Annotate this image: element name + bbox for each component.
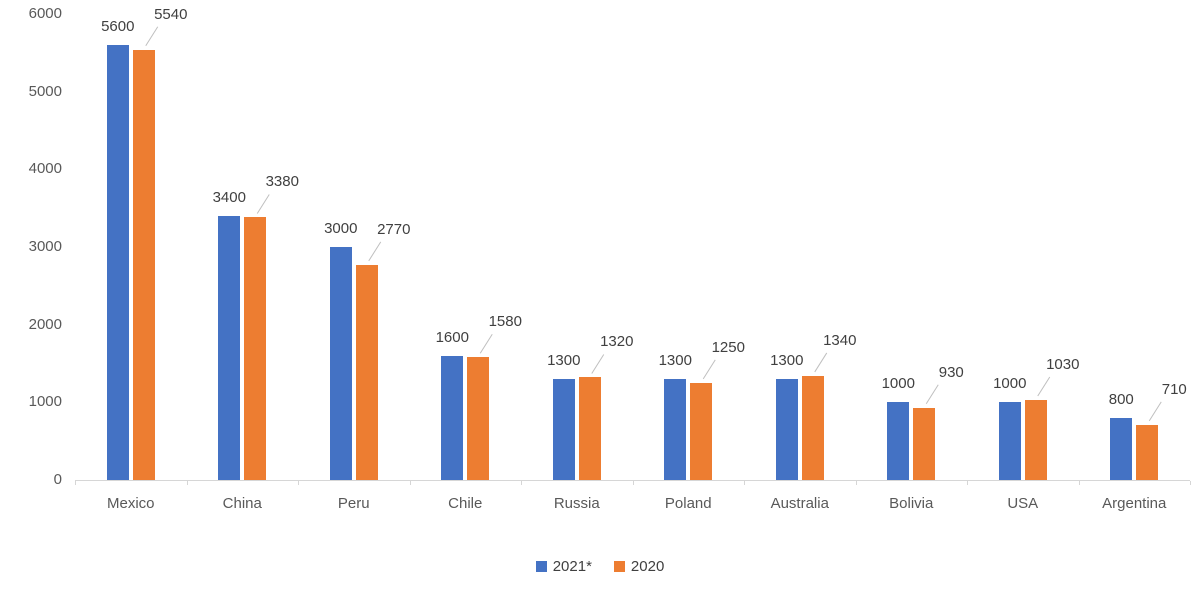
value-label-2020-poland: 1250 (711, 338, 745, 356)
y-tick-label-4000: 4000 (28, 160, 62, 178)
legend-label-2021: 2021* (552, 558, 592, 575)
y-tick-label-3000: 3000 (28, 238, 62, 255)
bar-2021-poland (664, 379, 687, 480)
y-tick-label-1000: 1000 (28, 393, 62, 411)
value-label-2021-russia: 1300 (547, 352, 581, 370)
x-label-usa: USA (1007, 495, 1039, 512)
legend-swatch-2020-icon (613, 561, 625, 572)
value-label-2020-chile: 1580 (488, 313, 522, 331)
x-axis-tick (409, 481, 411, 485)
x-axis-tick (298, 481, 299, 485)
bar-2020-chile (467, 357, 490, 480)
x-axis-tick (744, 481, 745, 485)
x-axis-tick (1190, 481, 1191, 485)
value-label-2021-argentina: 800 (1108, 390, 1134, 408)
value-label-2020-bolivia: 930 (938, 363, 964, 381)
x-axis-tick (1078, 481, 1080, 485)
value-label-2020-peru: 2770 (377, 220, 411, 238)
bar-2020-argentina (1136, 424, 1159, 480)
x-label-poland: Poland (664, 495, 712, 512)
x-axis-tick (855, 481, 857, 485)
bar-2020-china (244, 217, 267, 480)
value-label-2021-usa: 1000 (993, 375, 1027, 393)
value-label-2020-russia: 1320 (600, 333, 634, 351)
bar-2020-bolivia (913, 407, 936, 480)
value-label-2020-argentina: 710 (1161, 380, 1187, 398)
bar-2020-usa (1024, 400, 1047, 480)
value-label-2021-chile: 1600 (435, 328, 469, 346)
legend: 2021* 2020 (0, 558, 1200, 575)
legend-item-2020: 2020 (613, 558, 665, 575)
x-axis-tick (632, 481, 634, 485)
bar-2020-mexico (132, 49, 155, 480)
x-label-chile: Chile (448, 495, 483, 512)
legend-swatch-2021-icon (535, 561, 547, 572)
value-label-2020-mexico: 5540 (154, 5, 188, 23)
value-label-2020-china: 3380 (265, 173, 299, 191)
bar-2021-bolivia (887, 402, 910, 480)
bar-2021-usa (998, 402, 1021, 480)
y-tick-label-2000: 2000 (28, 315, 62, 333)
value-label-2021-poland: 1300 (658, 352, 692, 370)
y-tick-label-0: 0 (53, 471, 62, 488)
bar-2020-peru (355, 264, 378, 480)
y-tick-label-5000: 5000 (28, 82, 62, 100)
bar-2021-australia (775, 379, 798, 480)
x-label-argentina: Argentina (1102, 495, 1167, 512)
value-label-2021-bolivia: 1000 (881, 375, 915, 393)
value-label-2021-australia: 1300 (770, 352, 804, 370)
value-label-2021-china: 3400 (212, 188, 246, 206)
x-label-peru: Peru (337, 495, 370, 512)
bar-2021-peru (329, 247, 352, 480)
legend-label-2020: 2020 (630, 558, 665, 575)
x-axis-tick (967, 481, 968, 485)
value-label-2020-australia: 1340 (823, 331, 857, 349)
x-axis-line (75, 480, 1190, 481)
bar-2020-poland (690, 382, 713, 480)
value-label-2020-usa: 1030 (1046, 356, 1080, 373)
value-label-2021-mexico: 5600 (101, 18, 135, 36)
value-label-2021-peru: 3000 (324, 220, 358, 237)
legend-item-2021: 2021* (535, 558, 592, 575)
y-tick-label-6000: 6000 (28, 5, 62, 22)
x-label-russia: Russia (553, 495, 600, 512)
bar-2021-chile (441, 355, 464, 480)
bar-2021-mexico (106, 45, 129, 480)
bar-2020-australia (801, 375, 824, 480)
bar-2021-argentina (1110, 417, 1133, 480)
leader-line-peru (368, 241, 382, 262)
x-label-bolivia: Bolivia (889, 495, 934, 512)
bar-2021-russia (552, 379, 575, 480)
x-label-mexico: Mexico (106, 495, 155, 512)
x-axis-tick (75, 481, 76, 485)
x-label-australia: Australia (770, 495, 829, 512)
x-axis-tick (186, 481, 188, 485)
bar-2020-russia (578, 377, 601, 480)
x-axis-tick (521, 481, 522, 485)
bar-2021-china (218, 215, 241, 480)
x-label-china: China (222, 495, 262, 512)
